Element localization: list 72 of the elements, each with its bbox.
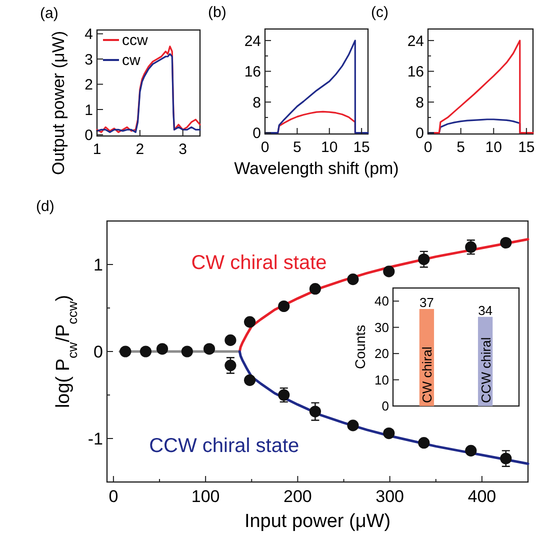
x-tick-label: 3: [178, 141, 188, 158]
chart-title: (b): [208, 4, 226, 21]
x-tick-label: CCW chiral: [478, 337, 494, 403]
point: [244, 374, 256, 386]
y-tick-label: 1: [94, 255, 103, 274]
point: [383, 266, 395, 278]
legend-label: ccw: [122, 32, 148, 49]
y-tick-label: 16: [244, 64, 261, 81]
y-axis-title: Output power (μW): [49, 31, 68, 175]
y-tick-label: 16: [407, 64, 424, 81]
y-axis-title: Counts: [352, 324, 368, 370]
point: [224, 360, 236, 372]
y-tick-label: 24: [407, 32, 424, 50]
point: [418, 437, 430, 449]
x-tick-label: 10: [321, 139, 338, 156]
y-tick-label: -1: [88, 429, 103, 448]
x-tick-label: 15: [353, 139, 370, 156]
y-tick-label: 2: [84, 76, 93, 94]
data-label: 34: [478, 302, 493, 318]
x-axis-title: Input power (μW): [244, 511, 391, 532]
point: [203, 343, 216, 355]
x-tick-label: 200: [284, 487, 312, 506]
series-label: CCW chiral state: [149, 435, 300, 457]
x-tick-label: 0: [108, 487, 118, 506]
chart-title: (a): [40, 5, 58, 22]
line-series: [264, 40, 369, 134]
point: [140, 346, 152, 358]
x-tick-label: 400: [468, 487, 496, 506]
x-tick-label: 2: [136, 141, 144, 158]
chart-title: (d): [36, 198, 54, 215]
point: [383, 427, 395, 440]
point: [309, 283, 321, 295]
y-tick-label: 8: [416, 94, 424, 112]
point: [465, 444, 477, 456]
y-tick-label: 0: [252, 125, 261, 142]
x-tick-label: CW chiral: [420, 346, 435, 403]
point: [347, 273, 359, 286]
x-tick-label: 5: [293, 139, 302, 156]
point: [347, 420, 359, 432]
point: [181, 346, 193, 358]
y-tick-label: 3: [84, 51, 93, 68]
point: [278, 300, 290, 312]
y-tick-label: 1: [84, 102, 93, 119]
x-tick-label: 300: [376, 487, 404, 506]
point: [418, 253, 430, 266]
point: [224, 334, 236, 346]
point: [500, 236, 512, 249]
y-tick-label: 24: [244, 32, 261, 50]
point: [156, 343, 168, 355]
point: [309, 406, 321, 418]
x-tick-label: 15: [518, 139, 535, 156]
line-series: [434, 40, 534, 134]
x-tick-label: 5: [456, 139, 465, 156]
y-tick-label: 0: [84, 126, 93, 144]
y-tick-label: 0: [382, 398, 389, 414]
chart-title: (c): [371, 4, 388, 21]
y-tick-label: 20: [374, 346, 389, 362]
point: [500, 452, 512, 464]
series-label: CW chiral state: [191, 252, 327, 274]
x-tick-label: 10: [485, 139, 502, 156]
legend-label: cw: [122, 52, 140, 69]
y-tick-label: 0: [416, 125, 424, 142]
y-tick-label: 10: [374, 372, 389, 388]
y-tick-label: 4: [84, 26, 93, 44]
point: [120, 346, 132, 358]
y-tick-label: 40: [374, 294, 389, 309]
y-tick-label: 30: [374, 320, 389, 335]
y-tick-label: 8: [252, 94, 261, 112]
x-axis-title: Wavelength shift (pm): [234, 159, 399, 178]
x-tick-label: 100: [191, 487, 220, 506]
data-label: 37: [419, 294, 434, 310]
point: [244, 316, 256, 328]
